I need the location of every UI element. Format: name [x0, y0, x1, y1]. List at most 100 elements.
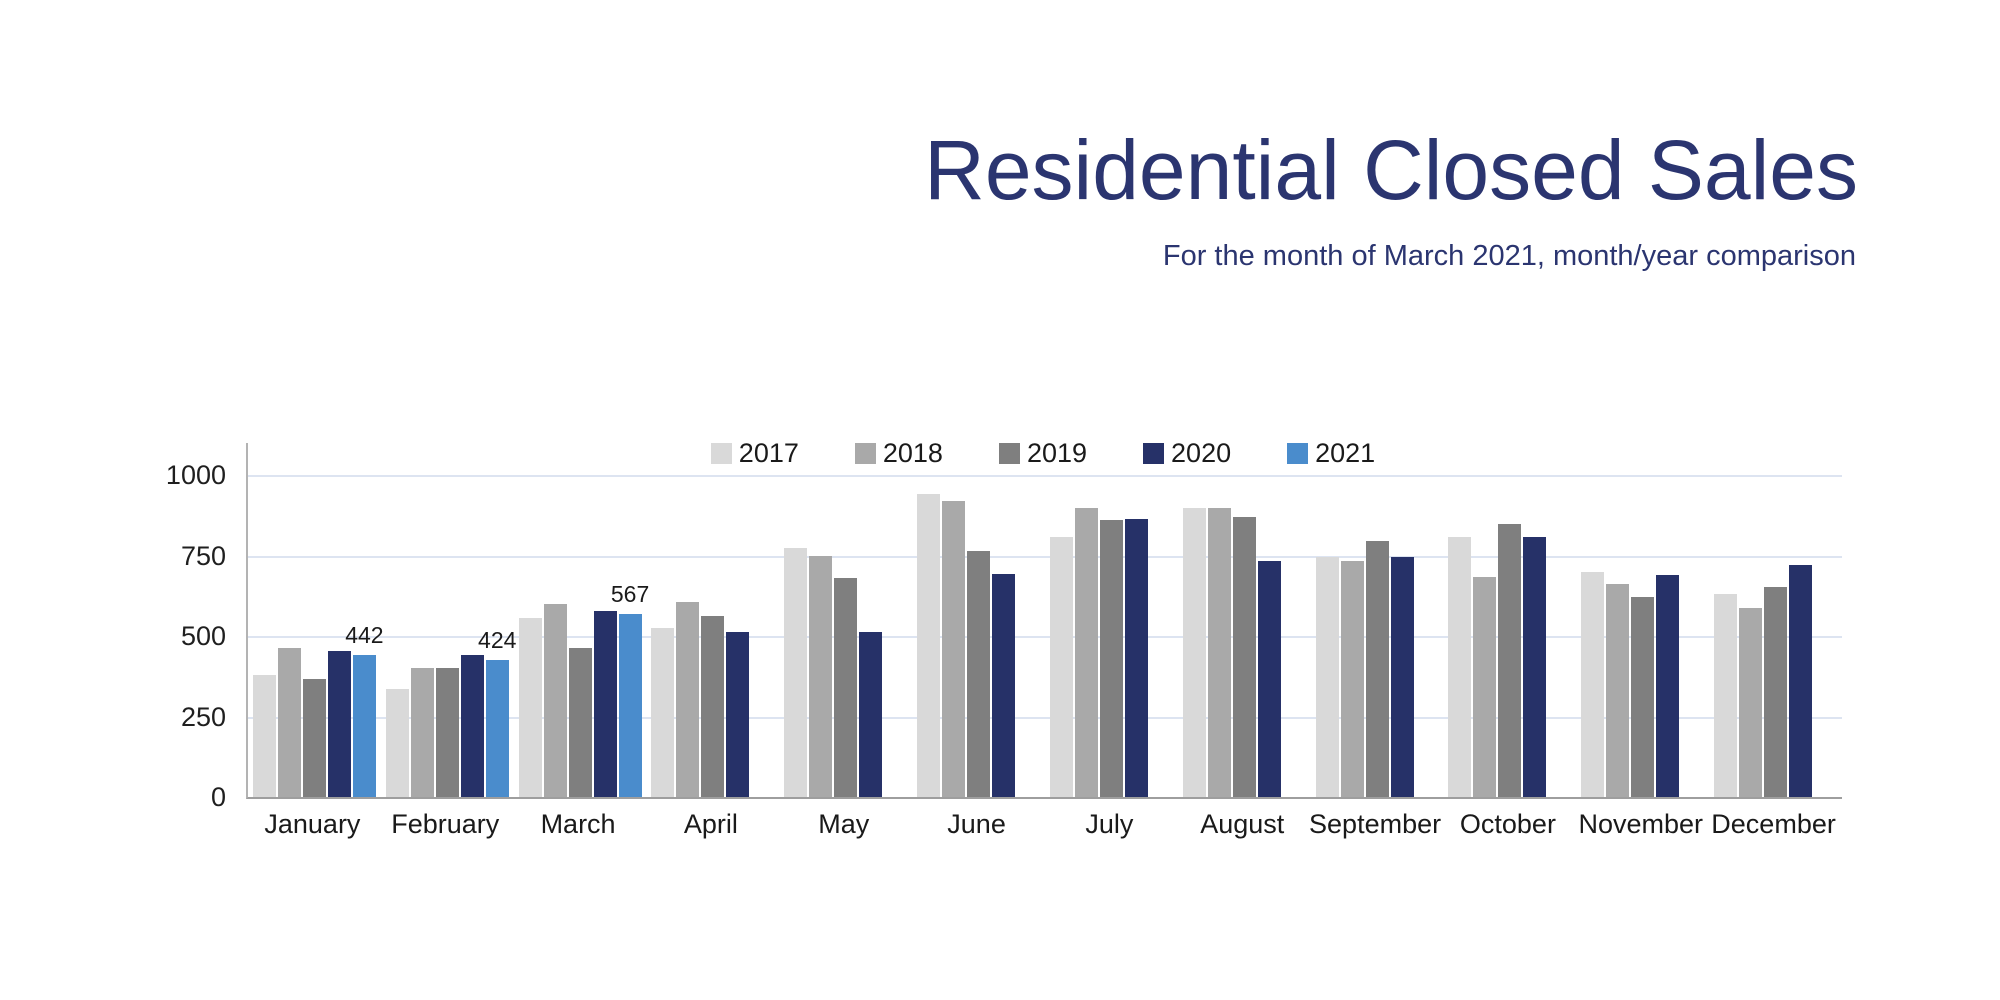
gridline-500 — [248, 636, 1842, 638]
bar-2017-august — [1182, 507, 1206, 797]
bar-group-november — [1576, 443, 1709, 797]
x-axis-label-december: December — [1711, 809, 1836, 839]
x-axis-label-june: June — [947, 809, 1006, 839]
x-axis-label-july: July — [1085, 809, 1134, 839]
y-tick-label: 1000 — [165, 460, 226, 490]
bar-2018-march — [543, 603, 567, 797]
bar-2017-may — [784, 548, 808, 797]
bar-2020-january — [327, 651, 351, 797]
bar-2018-february — [410, 668, 434, 797]
legend-label: 2018 — [882, 438, 943, 468]
legend-marker-2017 — [710, 443, 732, 464]
bar-2018-january — [277, 648, 301, 797]
bar-2017-march — [518, 617, 542, 797]
x-axis-labels: January February March April May June July Augu… — [246, 809, 1840, 845]
x-axis-label-october: October — [1459, 809, 1556, 839]
bar-2019-april — [701, 616, 725, 797]
bar-value-label: 424 — [478, 627, 517, 654]
x-axis-label-march: March — [540, 809, 616, 839]
bar-group-march: 567 — [514, 443, 649, 797]
bar-2020-february — [460, 655, 484, 797]
bar-2017-december — [1714, 594, 1738, 797]
legend-marker-2021 — [1287, 443, 1309, 464]
x-axis-label-november: November — [1578, 809, 1704, 839]
x-axis-label-january: January — [264, 809, 361, 839]
legend-marker-2019 — [998, 443, 1020, 464]
chart-title: Residential Closed Sales — [924, 123, 1858, 217]
bar-2018-october — [1473, 577, 1497, 797]
x-axis-label-may: May — [818, 809, 870, 839]
bar-2020-september — [1390, 557, 1414, 797]
bar-2018-december — [1739, 608, 1763, 797]
x-axis-label-september: September — [1309, 809, 1442, 839]
bar-group-january: 442 — [248, 443, 384, 797]
bar-2019-june — [967, 551, 991, 797]
bar-group-february: 424 — [381, 443, 516, 797]
bar-2018-june — [942, 500, 966, 797]
bar-2018-september — [1340, 560, 1364, 797]
legend-item-2021: 2021 — [1287, 438, 1375, 469]
bar-2020-october — [1523, 536, 1547, 797]
bar-2019-december — [1764, 587, 1788, 797]
bar-2020-may — [859, 632, 883, 797]
bar-group-july — [1045, 443, 1178, 797]
bar-2017-october — [1448, 537, 1472, 797]
bar-group-may — [779, 443, 912, 797]
bar-2020-december — [1789, 564, 1813, 797]
bar-2019-january — [302, 678, 326, 797]
bar-2017-january — [252, 675, 276, 797]
bar-2017-june — [917, 493, 941, 797]
bar-value-label: 567 — [610, 581, 650, 608]
y-tick-label: 0 — [210, 782, 226, 812]
bar-2018-april — [676, 601, 700, 797]
bar-2021-february: 424 — [478, 627, 516, 797]
bar-2019-may — [834, 578, 858, 797]
gridline-750 — [248, 555, 1842, 558]
bar-2019-february — [435, 668, 459, 797]
bar-2021-january: 442 — [345, 622, 384, 797]
bar-2020-march — [593, 610, 617, 797]
legend-marker-2018 — [854, 443, 876, 464]
bar-2019-july — [1099, 520, 1123, 797]
legend-label: 2019 — [1026, 438, 1088, 468]
chart-legend: 2017 2018 2019 2020 2021 — [246, 438, 1840, 469]
legend-item-2017: 2017 — [710, 438, 799, 469]
bar-2018-august — [1207, 507, 1231, 797]
bar-2018-november — [1606, 584, 1630, 797]
bar-2017-november — [1581, 571, 1605, 797]
x-axis-label-february: February — [391, 809, 500, 839]
chart-subtitle: For the month of March 2021, month/year … — [1162, 240, 1856, 272]
bar-group-april — [647, 443, 780, 797]
legend-marker-2020 — [1143, 443, 1165, 464]
legend-item-2018: 2018 — [854, 438, 943, 469]
legend-label: 2017 — [738, 438, 799, 468]
bar-2019-august — [1232, 516, 1256, 797]
y-tick-label: 750 — [180, 540, 226, 571]
bar-group-september — [1311, 443, 1444, 797]
bar-group-october — [1444, 443, 1577, 797]
bar-2019-march — [568, 647, 592, 797]
bar-2018-may — [809, 555, 833, 797]
legend-label: 2021 — [1315, 438, 1376, 468]
bar-2017-february — [385, 688, 409, 797]
x-axis-label-august: August — [1200, 809, 1285, 839]
bar-chart-plot-area: 442 424 567 — [246, 443, 1842, 799]
bar-2017-july — [1049, 537, 1073, 797]
bar-group-december — [1709, 443, 1842, 797]
bar-2018-july — [1074, 507, 1098, 797]
y-tick-label: 500 — [180, 621, 226, 651]
y-tick-label: 250 — [180, 701, 226, 732]
bar-2017-april — [651, 628, 675, 797]
bar-2020-november — [1656, 574, 1680, 797]
bar-value-label: 442 — [345, 621, 384, 648]
bar-group-august — [1178, 443, 1311, 797]
bar-2020-april — [726, 632, 750, 797]
bar-2021-march: 567 — [611, 581, 649, 797]
gridline-1000 — [248, 475, 1842, 477]
bar-2020-june — [992, 573, 1016, 797]
bar-2020-july — [1124, 519, 1148, 797]
bar-group-june — [912, 443, 1045, 797]
legend-item-2020: 2020 — [1143, 438, 1231, 469]
bar-2017-september — [1315, 557, 1339, 797]
